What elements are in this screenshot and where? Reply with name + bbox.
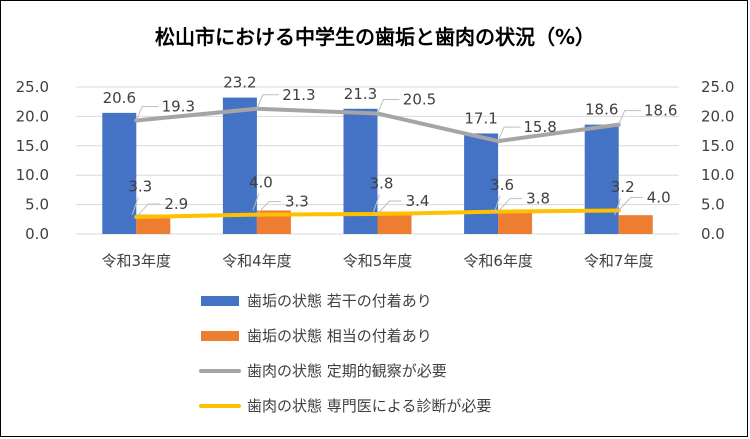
y-tick-label-right: 5.0 xyxy=(701,196,725,214)
leader-line xyxy=(618,196,643,211)
leader-line xyxy=(256,94,279,109)
y-tick-label-right: 15.0 xyxy=(701,137,734,155)
data-label: 4.0 xyxy=(647,188,671,206)
leader-line xyxy=(497,126,521,142)
bar xyxy=(136,214,171,234)
data-label: 23.2 xyxy=(223,74,256,92)
legend-label: 歯垢の状態 相当の付着あり xyxy=(247,327,432,345)
y-tick-label-right: 25.0 xyxy=(701,78,734,96)
data-label: 17.1 xyxy=(464,109,497,127)
data-label: 4.0 xyxy=(249,173,273,191)
legend-label: 歯肉の状態 定期的観察が必要 xyxy=(247,362,447,380)
y-tick-label-left: 15.0 xyxy=(16,137,49,155)
leader-line xyxy=(252,193,260,211)
bar xyxy=(498,212,533,234)
legend-label: 歯肉の状態 専門医による診断が必要 xyxy=(247,397,491,415)
data-label: 3.6 xyxy=(490,176,514,194)
chart-title: 松山市における中学生の歯垢と歯肉の状況（%） xyxy=(155,25,595,49)
data-label: 18.6 xyxy=(644,102,677,120)
leader-line xyxy=(373,194,380,212)
y-tick-label-left: 25.0 xyxy=(16,78,49,96)
x-tick-label: 令和6年度 xyxy=(463,252,533,270)
leader-line xyxy=(131,197,139,215)
leader-line xyxy=(377,98,400,114)
y-tick-label-left: 0.0 xyxy=(25,225,49,243)
data-label: 15.8 xyxy=(523,118,556,136)
y-tick-label-left: 20.0 xyxy=(16,107,49,125)
leader-line xyxy=(614,198,622,216)
bar xyxy=(102,112,137,234)
data-label: 2.9 xyxy=(164,195,188,213)
x-tick-label: 令和5年度 xyxy=(343,252,413,270)
x-tick-label: 令和3年度 xyxy=(102,252,172,270)
data-label: 3.3 xyxy=(285,193,309,211)
y-tick-label-right: 20.0 xyxy=(701,107,734,125)
y-tick-label-right: 0.0 xyxy=(701,225,725,243)
y-tick-label-left: 5.0 xyxy=(25,196,49,214)
bar xyxy=(618,215,653,234)
x-tick-label: 令和7年度 xyxy=(584,252,654,270)
x-tick-label: 令和4年度 xyxy=(222,252,292,270)
data-label: 3.3 xyxy=(128,178,152,196)
leader-line xyxy=(135,106,159,121)
data-label: 18.6 xyxy=(585,101,618,119)
leader-line xyxy=(256,201,281,215)
data-label: 21.3 xyxy=(344,85,377,103)
data-label: 20.6 xyxy=(103,89,136,107)
data-label: 20.5 xyxy=(403,90,436,108)
data-label: 3.2 xyxy=(611,178,635,196)
leader-line xyxy=(497,198,523,212)
legend-swatch xyxy=(201,296,239,306)
data-label: 19.3 xyxy=(162,98,195,116)
data-label: 3.8 xyxy=(370,175,394,193)
data-labels: 20.6 23.2 21.3 17.1 18.6 19.3 21.3 20.5 15.8 18.6… xyxy=(103,74,677,218)
leader-line xyxy=(377,200,402,215)
leader-line xyxy=(618,110,641,125)
y-tick-label-right: 10.0 xyxy=(701,166,734,184)
legend-swatch xyxy=(201,331,239,341)
bar xyxy=(464,133,499,234)
bar xyxy=(377,211,412,234)
leader-line xyxy=(493,195,501,213)
y-tick-label-left: 10.0 xyxy=(16,166,49,184)
bar xyxy=(222,97,257,234)
data-label: 21.3 xyxy=(282,86,315,104)
leader-line xyxy=(135,203,161,218)
axes: 25.0 25.0 20.0 20.0 15.0 15.0 10.0 10.0 5.0 5.0 0.… xyxy=(16,78,735,270)
data-label: 3.4 xyxy=(406,192,430,210)
legend-label: 歯垢の状態 若干の付着あり xyxy=(247,292,432,310)
data-label: 3.8 xyxy=(526,190,550,208)
bar xyxy=(584,124,619,234)
